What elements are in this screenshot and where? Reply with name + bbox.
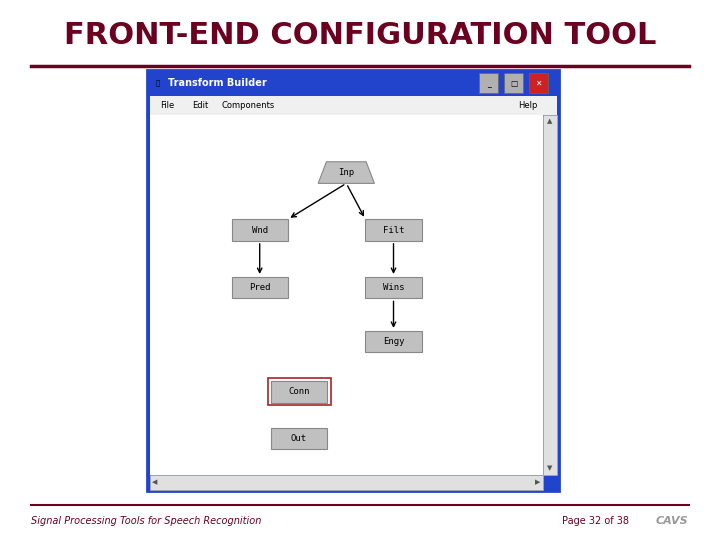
FancyBboxPatch shape xyxy=(150,475,543,490)
Text: ▲: ▲ xyxy=(547,118,553,125)
FancyBboxPatch shape xyxy=(271,381,327,403)
Text: Pred: Pred xyxy=(249,283,271,292)
FancyBboxPatch shape xyxy=(150,115,543,475)
Text: Conn: Conn xyxy=(288,387,310,396)
Text: ◀: ◀ xyxy=(153,479,158,485)
FancyBboxPatch shape xyxy=(366,331,422,353)
Text: _: _ xyxy=(487,79,491,87)
Text: Wnd: Wnd xyxy=(252,226,268,234)
FancyBboxPatch shape xyxy=(271,428,327,449)
FancyBboxPatch shape xyxy=(148,70,559,96)
Text: Components: Components xyxy=(222,101,275,110)
FancyBboxPatch shape xyxy=(148,70,559,491)
Text: Transform Builder: Transform Builder xyxy=(168,78,267,88)
Text: Page 32 of 38: Page 32 of 38 xyxy=(562,516,629,526)
Text: Engy: Engy xyxy=(383,337,404,346)
Text: CAVS: CAVS xyxy=(656,516,688,526)
FancyBboxPatch shape xyxy=(504,73,523,93)
FancyBboxPatch shape xyxy=(232,219,288,241)
Text: 🔧: 🔧 xyxy=(156,80,160,86)
Text: ▼: ▼ xyxy=(547,465,553,471)
Text: Out: Out xyxy=(291,434,307,443)
Text: Filt: Filt xyxy=(383,226,404,234)
FancyBboxPatch shape xyxy=(150,96,557,115)
Text: Edit: Edit xyxy=(192,101,208,110)
FancyBboxPatch shape xyxy=(232,277,288,299)
FancyBboxPatch shape xyxy=(366,219,422,241)
Text: ✕: ✕ xyxy=(535,79,541,87)
Text: FRONT-END CONFIGURATION TOOL: FRONT-END CONFIGURATION TOOL xyxy=(64,21,656,50)
Text: Inp: Inp xyxy=(338,168,354,177)
FancyBboxPatch shape xyxy=(528,73,548,93)
FancyBboxPatch shape xyxy=(480,73,498,93)
Text: Help: Help xyxy=(518,101,537,110)
Text: □: □ xyxy=(510,79,517,87)
Text: Wins: Wins xyxy=(383,283,404,292)
Polygon shape xyxy=(318,162,374,184)
FancyBboxPatch shape xyxy=(543,115,557,475)
FancyBboxPatch shape xyxy=(366,277,422,299)
Text: Signal Processing Tools for Speech Recognition: Signal Processing Tools for Speech Recog… xyxy=(31,516,261,526)
Text: ▶: ▶ xyxy=(535,479,540,485)
Text: File: File xyxy=(160,101,174,110)
